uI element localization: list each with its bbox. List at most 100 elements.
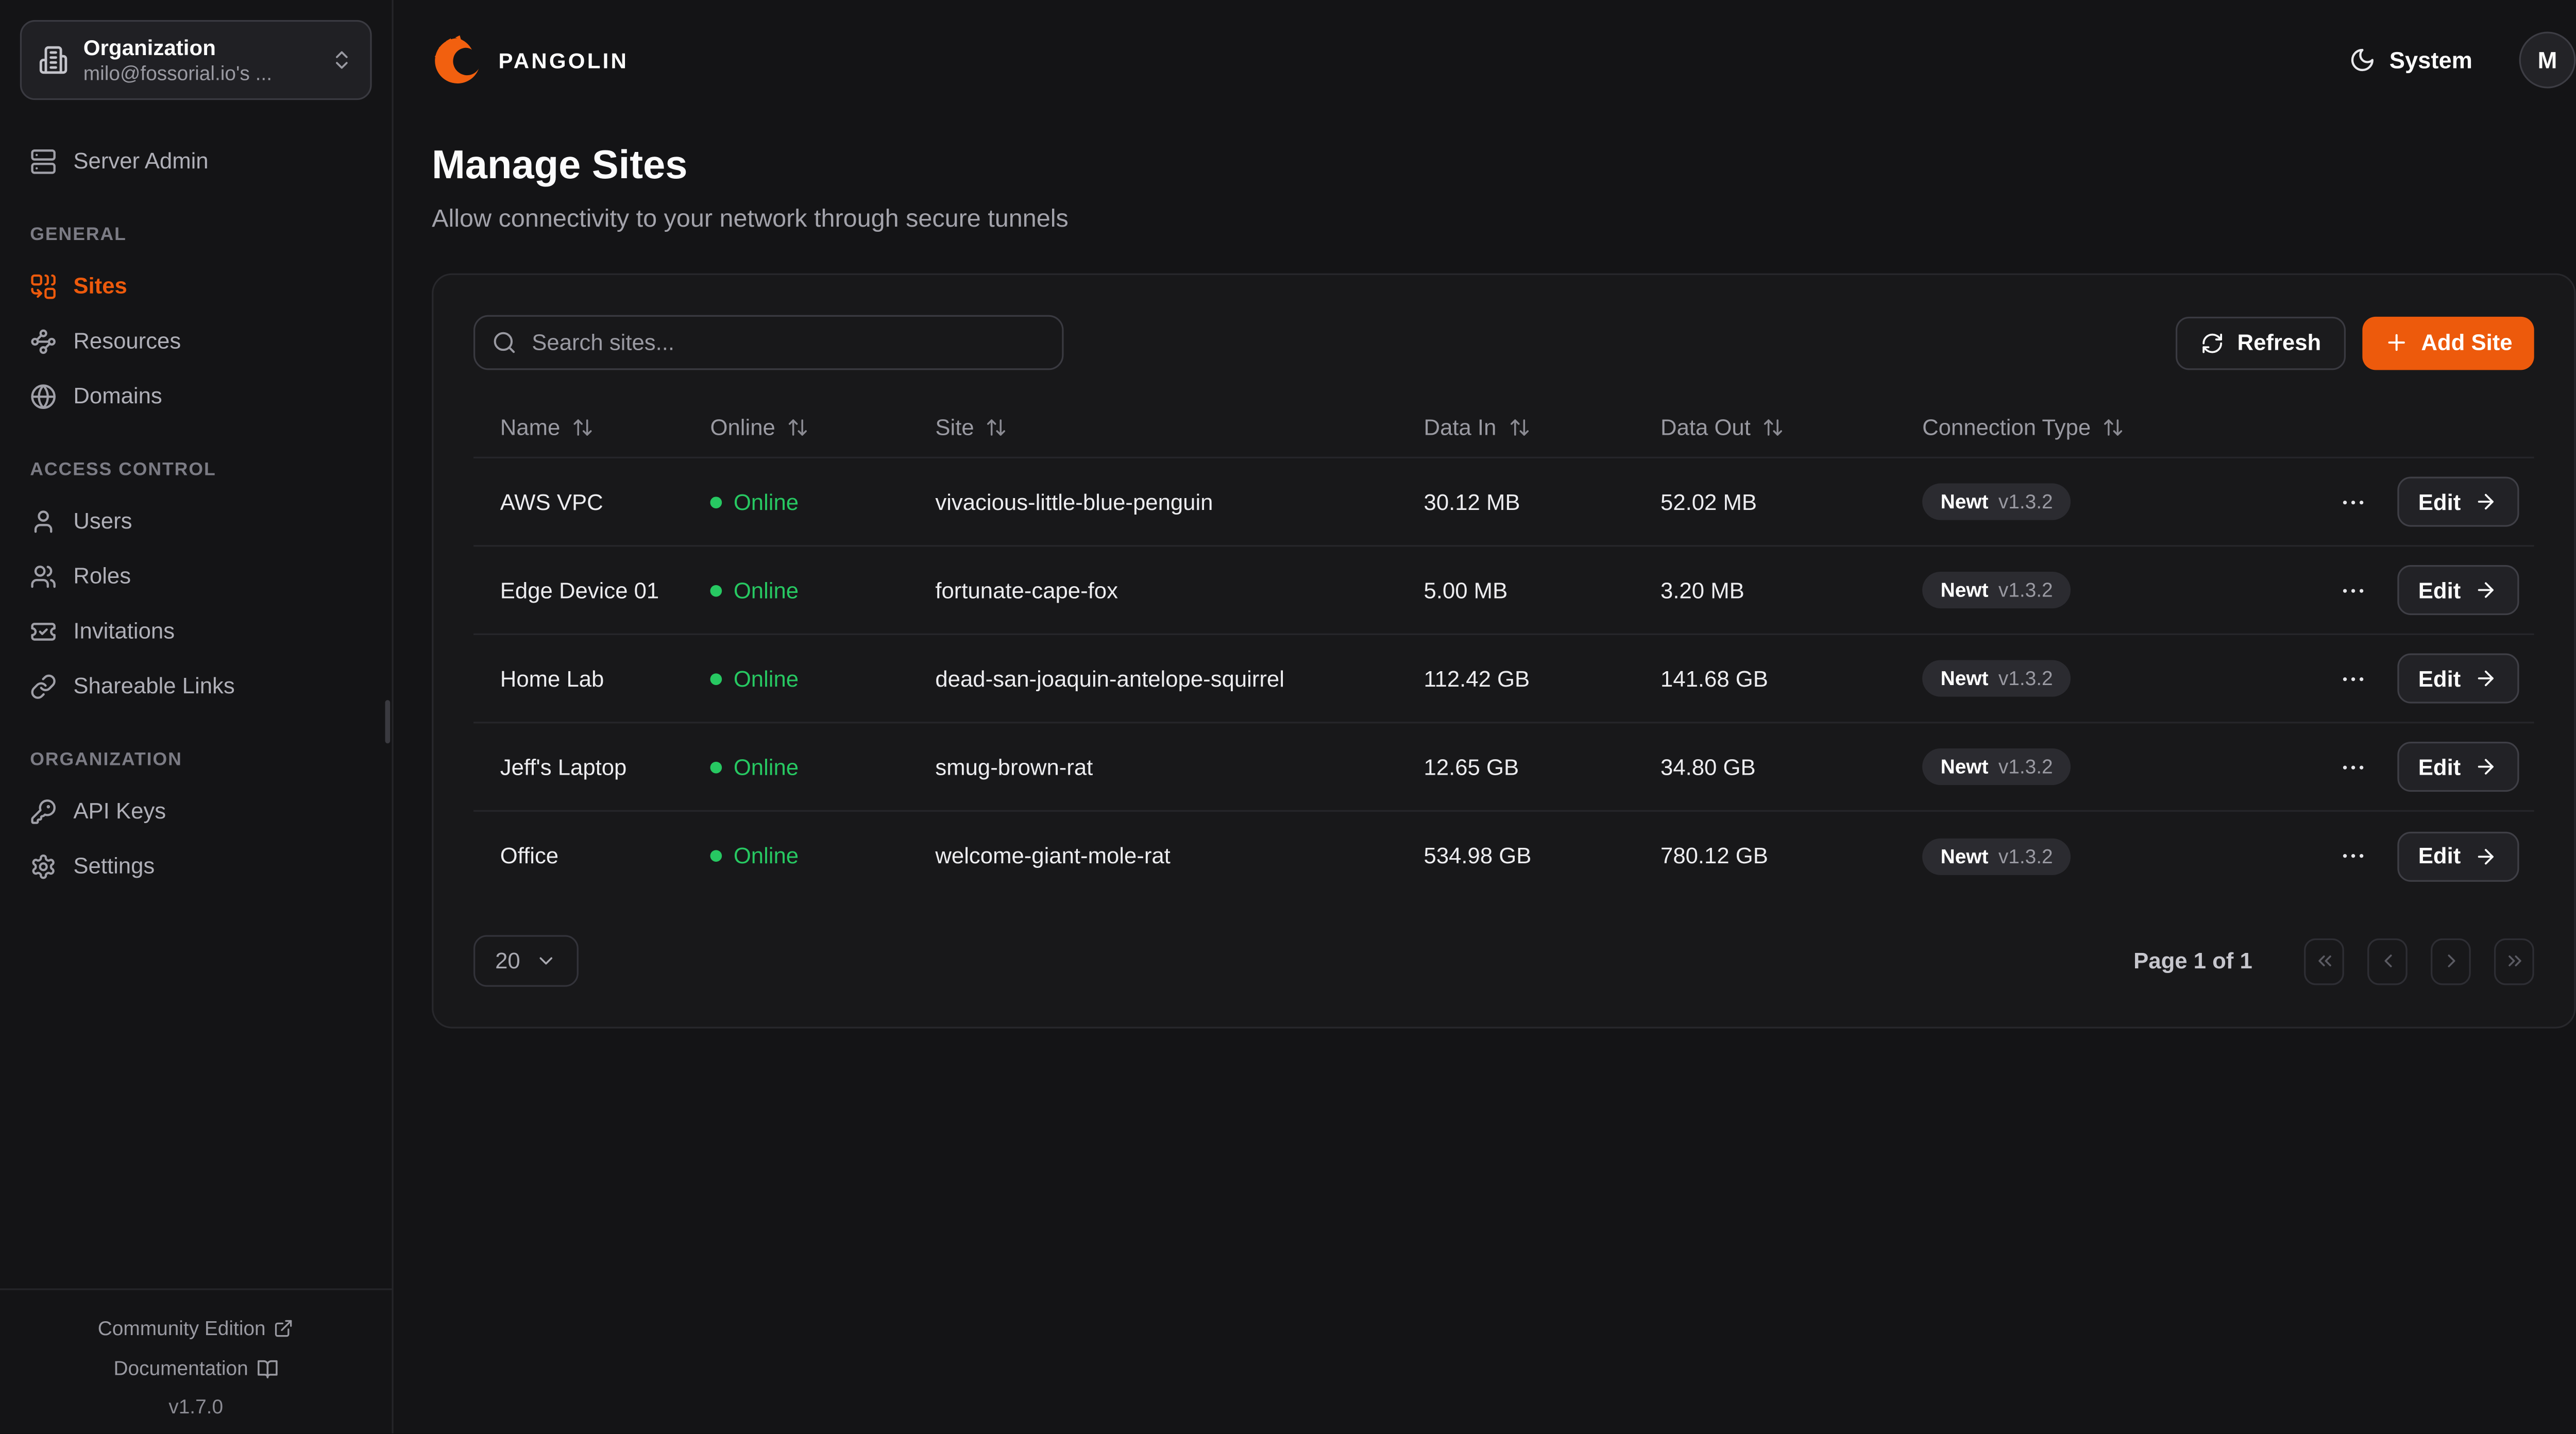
column-header[interactable]: Name — [473, 415, 710, 440]
documentation-link[interactable]: Documentation — [0, 1348, 392, 1389]
sidebar-item-domains[interactable]: Domains — [20, 368, 372, 423]
row-menu-button[interactable] — [2335, 839, 2370, 874]
building-icon — [39, 46, 67, 74]
sidebar-item-shareable-links[interactable]: Shareable Links — [20, 658, 372, 713]
refresh-label: Refresh — [2237, 330, 2321, 355]
ellipsis-icon — [2342, 764, 2363, 769]
connection-type-version: v1.3.2 — [1998, 578, 2053, 602]
sidebar-item-label: Domains — [73, 383, 162, 408]
connection-type-cell: Newt v1.3.2 — [1922, 838, 2316, 875]
combine-icon — [31, 274, 56, 298]
edit-label: Edit — [2418, 843, 2461, 868]
sort-icon — [1510, 419, 1528, 436]
search-input[interactable] — [473, 315, 1064, 370]
table-row: Jeff's Laptop Online smug-brown-rat 12.6… — [473, 723, 2534, 812]
column-header[interactable]: Online — [710, 415, 936, 440]
connection-type-badge: Newt v1.3.2 — [1922, 483, 2072, 520]
status-cell: Online — [710, 577, 936, 603]
chevrons-right-icon — [2507, 955, 2521, 967]
edit-button[interactable]: Edit — [2396, 476, 2519, 527]
data-out-cell: 780.12 GB — [1660, 843, 1768, 868]
arrow-right-icon — [2478, 848, 2494, 864]
sidebar-scrollbar-thumb[interactable] — [385, 700, 391, 744]
add-site-label: Add Site — [2421, 330, 2513, 355]
edit-button[interactable]: Edit — [2396, 565, 2519, 616]
org-value: milo@fossorial.io's ... — [83, 61, 273, 86]
sort-icon — [573, 419, 592, 436]
avatar[interactable]: M — [2519, 31, 2576, 89]
sidebar-item-settings[interactable]: Settings — [20, 839, 372, 894]
chevron-left-icon — [2383, 954, 2391, 967]
sidebar-item-sites[interactable]: Sites — [20, 259, 372, 314]
card-toolbar: Refresh Add Site — [473, 315, 2534, 370]
section-label-organization: ORGANIZATION — [30, 750, 182, 771]
sidebar-item-label: Settings — [73, 853, 155, 879]
data-in-cell: 30.12 MB — [1423, 489, 1520, 515]
search-wrap — [473, 315, 1064, 370]
chevrons-left-icon — [2317, 955, 2331, 967]
sidebar-item-api-keys[interactable]: API Keys — [20, 783, 372, 839]
connection-type-cell: Newt v1.3.2 — [1922, 660, 2316, 697]
theme-toggle-button[interactable]: System — [2340, 45, 2483, 75]
site-id-cell: smug-brown-rat — [935, 754, 1093, 779]
sidebar-item-resources[interactable]: Resources — [20, 313, 372, 368]
last-page-button[interactable] — [2494, 937, 2534, 984]
arrow-right-icon — [2478, 759, 2494, 775]
status-cell: Online — [710, 754, 936, 779]
row-menu-button[interactable] — [2335, 661, 2370, 696]
page-size-select[interactable]: 20 — [473, 935, 579, 987]
user-icon — [34, 509, 53, 532]
add-site-button[interactable]: Add Site — [2363, 316, 2534, 369]
column-header[interactable]: Data In — [1424, 415, 1661, 440]
ellipsis-icon — [2342, 854, 2363, 858]
refresh-button[interactable]: Refresh — [2175, 316, 2346, 369]
first-page-button[interactable] — [2304, 937, 2344, 984]
topbar-right: System M — [2340, 31, 2576, 89]
sidebar-item-label: Sites — [73, 273, 127, 299]
column-header[interactable]: Site — [935, 415, 1423, 440]
column-label: Data Out — [1660, 415, 1751, 440]
row-actions: Edit — [2316, 742, 2534, 792]
edit-button[interactable]: Edit — [2396, 653, 2519, 704]
column-label: Online — [710, 415, 775, 440]
row-menu-button[interactable] — [2335, 749, 2370, 784]
community-edition-label: Community Edition — [97, 1317, 266, 1340]
data-in-cell: 5.00 MB — [1423, 577, 1508, 603]
section-label-access-control: ACCESS CONTROL — [30, 460, 216, 480]
connection-type-name: Newt — [1940, 844, 1989, 868]
connection-type-name: Newt — [1940, 667, 1989, 690]
prev-page-button[interactable] — [2367, 937, 2408, 984]
edit-button[interactable]: Edit — [2396, 742, 2519, 792]
table-row: Home Lab Online dead-san-joaquin-antelop… — [473, 635, 2534, 724]
edit-button[interactable]: Edit — [2396, 831, 2519, 881]
column-header[interactable]: Data Out — [1660, 415, 1922, 440]
table-row: AWS VPC Online vivacious-little-blue-pen… — [473, 458, 2534, 547]
sidebar-item-roles[interactable]: Roles — [20, 549, 372, 604]
sidebar-item-server-admin[interactable]: Server Admin — [20, 133, 372, 189]
connection-type-version: v1.3.2 — [1998, 755, 2053, 779]
external-link-icon — [276, 1320, 293, 1337]
next-page-button[interactable] — [2431, 937, 2471, 984]
row-menu-button[interactable] — [2335, 484, 2370, 519]
site-id-cell: welcome-giant-mole-rat — [935, 843, 1171, 868]
organization-selector[interactable]: Organization milo@fossorial.io's ... — [20, 20, 372, 100]
brand-name: PANGOLIN — [498, 47, 629, 73]
status-cell: Online — [710, 489, 936, 514]
table-row: Edge Device 01 Online fortunate-cape-fox… — [473, 547, 2534, 635]
column-header[interactable]: Connection Type — [1922, 415, 2316, 440]
status-badge: Online — [733, 843, 799, 868]
sites-table: Name Online Site Data In Data Out Connec… — [473, 398, 2534, 900]
section-label-general: GENERAL — [30, 225, 127, 245]
sidebar-item-invitations[interactable]: Invitations — [20, 603, 372, 658]
site-id-cell: vivacious-little-blue-penguin — [935, 489, 1213, 515]
connection-type-version: v1.3.2 — [1998, 667, 2053, 690]
connection-type-cell: Newt v1.3.2 — [1922, 571, 2316, 609]
ellipsis-icon — [2342, 588, 2363, 592]
sidebar-item-users[interactable]: Users — [20, 493, 372, 549]
community-edition-link[interactable]: Community Edition — [0, 1308, 392, 1348]
row-actions: Edit — [2316, 653, 2534, 704]
data-out-cell: 3.20 MB — [1660, 577, 1744, 603]
data-in-cell: 534.98 GB — [1423, 843, 1532, 868]
data-out-cell: 141.68 GB — [1660, 665, 1768, 691]
row-menu-button[interactable] — [2335, 573, 2370, 608]
